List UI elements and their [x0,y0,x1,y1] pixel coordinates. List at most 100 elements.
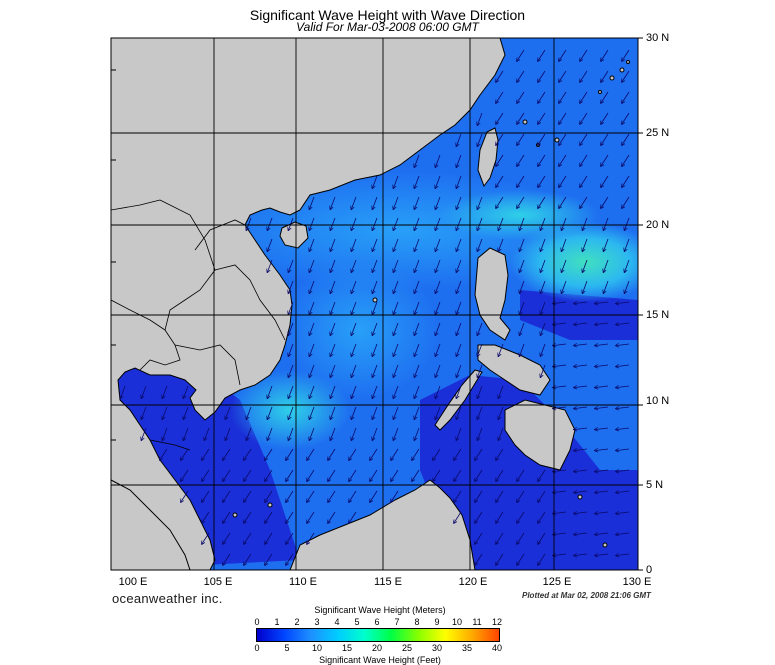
wave-direction-arrow [553,344,567,346]
wave-direction-arrow [625,217,630,230]
wave-direction-arrow [580,49,588,61]
colorbar-meter-tick: 4 [334,617,340,627]
wave-direction-arrow [202,532,210,544]
wave-direction-arrow [574,512,588,514]
wave-direction-arrow [288,280,294,293]
wave-direction-arrow [595,386,609,388]
wave-direction-arrow [580,196,588,208]
lon-label-115e: 115 E [374,576,402,588]
wave-direction-arrow [181,448,189,460]
chart-title: Significant Wave Height with Wave Direct… [249,7,526,23]
wave-direction-arrow [574,491,588,493]
wave-direction-arrow [307,490,315,502]
wave-direction-arrow [309,364,315,377]
lat-label-20n: 20 N [646,219,670,231]
wave-direction-arrow [520,343,525,356]
wave-direction-arrow [456,175,462,188]
wave-direction-arrow [559,175,567,187]
lat-label-5n: 5 N [646,479,664,491]
wave-direction-arrow [435,343,441,356]
wave-direction-arrow [616,470,630,472]
wave-direction-arrow [414,238,420,251]
wave-direction-arrow [372,406,378,419]
wave-direction-arrow [583,217,588,230]
lon-label-130e: 130 E [622,576,652,588]
wave-direction-arrow [288,301,294,314]
wave-direction-arrow [517,175,525,187]
wave-direction-arrow [286,490,294,502]
wave-direction-arrow [517,532,525,544]
wave-direction-arrow [477,112,483,125]
wave-direction-arrow [435,175,441,188]
wave-direction-arrow [309,259,315,272]
wave-direction-arrow [574,428,588,430]
colorbar-meter-tick: 10 [451,617,463,627]
wave-direction-arrow [433,448,441,460]
wave-direction-arrow [223,469,231,481]
wave-direction-arrow [141,406,147,419]
wave-direction-arrow [574,323,588,325]
mindanao-island [504,399,576,471]
wave-direction-arrow [265,553,273,565]
wave-direction-arrow [393,280,399,293]
sumatra-island [111,479,191,570]
lat-label-0: 0 [646,564,653,576]
wave-direction-arrow [330,301,336,314]
wave-direction-arrow [202,511,210,523]
wave-direction-arrow [553,302,567,304]
wave-direction-arrow [477,343,483,356]
wave-direction-arrow [372,280,378,293]
wave-direction-arrow [559,70,567,82]
asia-mainland [111,38,506,570]
lon-label-125e: 125 E [542,576,572,588]
wave-direction-arrow [309,385,315,398]
wave-direction-arrow [456,280,462,293]
wave-direction-arrow [286,448,294,460]
wave-direction-arrow [477,406,483,419]
wave-direction-arrow [393,301,399,314]
wave-direction-arrow [496,196,504,208]
wave-direction-arrow [580,133,588,145]
wave-direction-arrow [372,196,378,209]
wave-direction-arrow [435,217,441,230]
wave-direction-arrow [496,154,504,166]
wave-direction-arrow [267,217,273,230]
wave-direction-arrow [330,427,336,440]
wave-direction-arrow [183,406,189,419]
wave-direction-arrow [351,217,357,230]
wave-direction-arrow [351,385,357,398]
wave-direction-arrow [330,364,336,377]
wave-direction-arrow [351,406,357,419]
wave-direction-arrow [622,70,630,82]
wave-direction-arrow [349,469,357,481]
colorbar-feet-tick: 30 [431,643,443,653]
wave-direction-arrow [595,449,609,451]
wave-direction-arrow [330,259,336,272]
wave-direction-arrow [601,112,609,124]
wave-direction-arrow [574,365,588,367]
wave-direction-arrow [370,469,378,481]
wave-direction-arrow [538,196,546,208]
oceanweather-credit: oceanweather inc. [112,591,223,606]
wave-direction-arrow [412,469,420,481]
wave-direction-arrow [393,406,399,419]
wave-direction-arrow [541,322,546,335]
wave-direction-arrow [372,259,378,272]
wave-direction-arrow [454,448,462,460]
wave-direction-arrow [580,175,588,187]
wave-direction-arrow [414,427,420,440]
wave-direction-arrow [475,490,483,502]
wave-direction-arrow [414,154,420,167]
wave-direction-arrow [456,217,462,230]
wave-direction-arrow [246,427,252,440]
wave-direction-arrow [456,343,462,356]
wave-direction-arrow [604,238,609,251]
colorbar-feet-title: Significant Wave Height (Feet) [319,655,441,665]
wave-direction-arrow [622,154,630,166]
wave-direction-arrow [267,259,273,272]
wave-direction-arrow [349,448,357,460]
wave-direction-arrow [244,553,252,565]
wave-direction-arrow [520,259,525,272]
wave-direction-arrow [435,238,441,251]
